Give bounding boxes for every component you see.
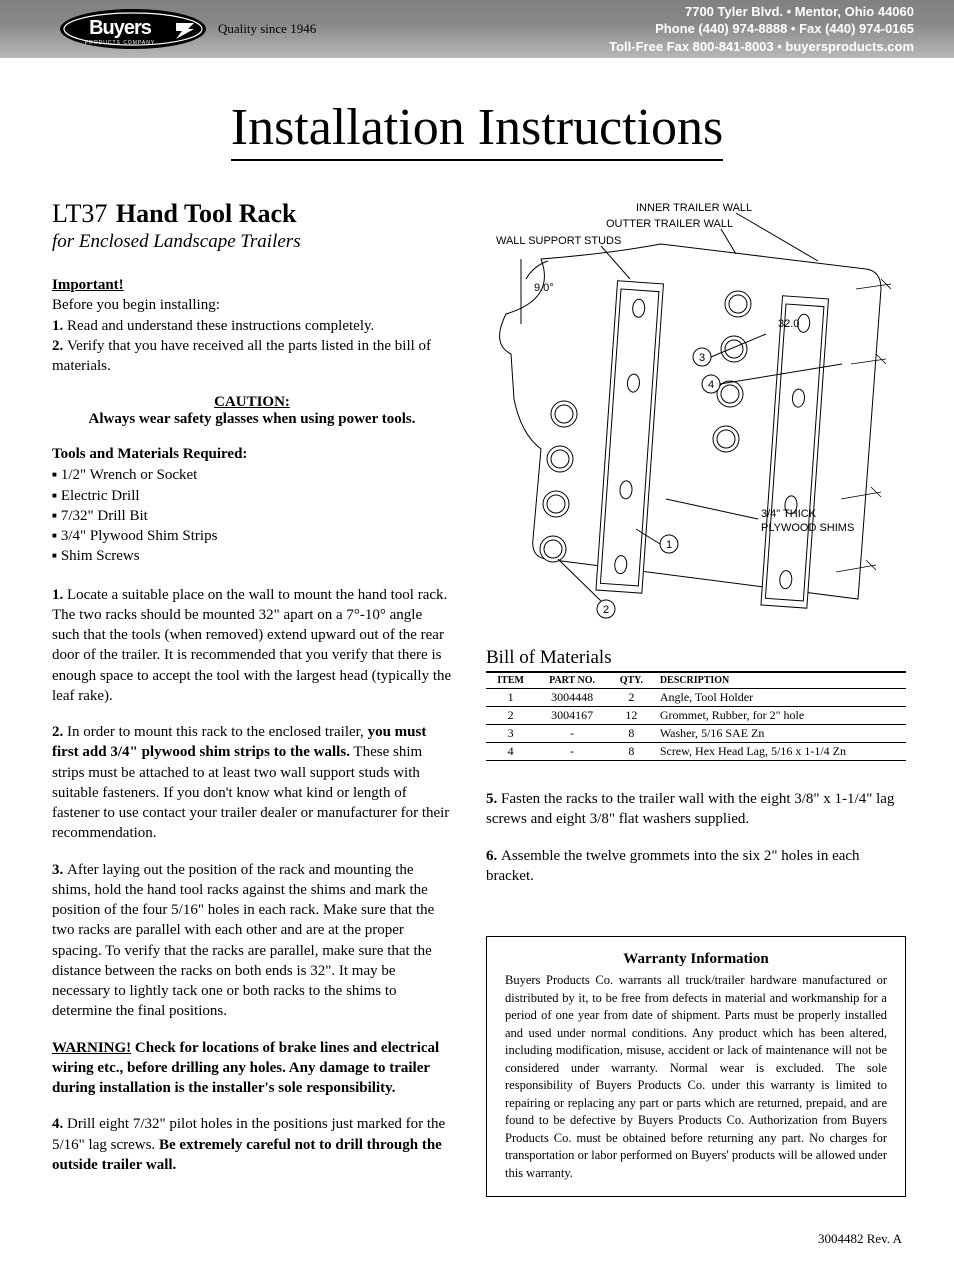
important-intro: Before you begin installing: xyxy=(52,297,220,313)
logo-wrap: Buyers PRODUCTS COMPANY Quality since 19… xyxy=(58,7,316,51)
contact-block: 7700 Tyler Blvd. • Mentor, Ohio 44060 Ph… xyxy=(609,3,914,56)
footer-rev: 3004482 Rev. A xyxy=(0,1217,954,1267)
svg-text:Buyers: Buyers xyxy=(89,17,152,39)
svg-text:OUTTER TRAILER WALL: OUTTER TRAILER WALL xyxy=(606,218,733,230)
caution-text: Always wear safety glasses when using po… xyxy=(52,411,452,428)
tool-item: 7/32" Drill Bit xyxy=(52,506,452,526)
important-step-1: Read and understand these instructions c… xyxy=(67,318,374,334)
warning-paragraph: WARNING! Check for locations of brake li… xyxy=(52,1038,452,1099)
contact-line-2: Phone (440) 974-8888 • Fax (440) 974-016… xyxy=(609,20,914,38)
svg-text:WALL SUPPORT STUDS: WALL SUPPORT STUDS xyxy=(496,235,621,247)
bom-table: ITEM PART NO. QTY. DESCRIPTION 130044482… xyxy=(486,671,906,761)
bom-col-item: ITEM xyxy=(486,672,535,689)
bom-row: 130044482Angle, Tool Holder xyxy=(486,689,906,707)
bom-row: 2300416712Grommet, Rubber, for 2" hole xyxy=(486,707,906,725)
step-6: 6. Assemble the twelve grommets into the… xyxy=(486,846,906,887)
right-column: 3 4 1 2 INNER TRAILER WALL OUTTER TRAILE… xyxy=(486,199,906,1197)
bom-row: 4-8Screw, Hex Head Lag, 5/16 x 1-1/4 Zn xyxy=(486,743,906,761)
product-name: Hand Tool Rack xyxy=(116,199,297,228)
svg-text:INNER TRAILER WALL: INNER TRAILER WALL xyxy=(636,202,752,214)
svg-text:PRODUCTS COMPANY: PRODUCTS COMPANY xyxy=(85,40,155,46)
step-1: 1. Locate a suitable place on the wall t… xyxy=(52,585,452,707)
step-2: 2. In order to mount this rack to the en… xyxy=(52,722,452,844)
bom-col-partno: PART NO. xyxy=(535,672,609,689)
step-4: 4. Drill eight 7/32" pilot holes in the … xyxy=(52,1114,452,1175)
tool-item: Electric Drill xyxy=(52,486,452,506)
svg-text:3/4" THICK: 3/4" THICK xyxy=(761,508,817,520)
tool-item: 1/2" Wrench or Socket xyxy=(52,465,452,485)
bom-col-qty: QTY. xyxy=(609,672,654,689)
svg-text:2: 2 xyxy=(603,604,609,616)
warranty-text: Buyers Products Co. warrants all truck/t… xyxy=(505,972,887,1182)
caution-heading: CAUTION: xyxy=(52,394,452,411)
bom-row: 3-8Washer, 5/16 SAE Zn xyxy=(486,725,906,743)
contact-line-1: 7700 Tyler Blvd. • Mentor, Ohio 44060 xyxy=(609,3,914,21)
left-column: LT37 Hand Tool Rack for Enclosed Landsca… xyxy=(52,199,452,1197)
contact-line-3: Toll-Free Fax 800-841-8003 • buyersprodu… xyxy=(609,38,914,56)
svg-text:9.0°: 9.0° xyxy=(534,282,554,294)
svg-text:1: 1 xyxy=(666,539,672,551)
document-page: Buyers PRODUCTS COMPANY Quality since 19… xyxy=(0,0,954,1267)
product-subtitle: for Enclosed Landscape Trailers xyxy=(52,231,452,253)
bom-heading: Bill of Materials xyxy=(486,647,906,669)
svg-text:3: 3 xyxy=(699,352,705,364)
diagram-svg: 3 4 1 2 INNER TRAILER WALL OUTTER TRAILE… xyxy=(486,199,906,629)
important-heading: Important! xyxy=(52,277,124,293)
important-block: Important! Before you begin installing: … xyxy=(52,275,452,376)
product-code: LT37 xyxy=(52,199,107,228)
title-wrap: Installation Instructions xyxy=(0,58,954,169)
tools-list: 1/2" Wrench or Socket Electric Drill 7/3… xyxy=(52,465,452,566)
bom-header-row: ITEM PART NO. QTY. DESCRIPTION xyxy=(486,672,906,689)
tool-item: Shim Screws xyxy=(52,546,452,566)
step-3: 3. After laying out the position of the … xyxy=(52,860,452,1022)
caution-block: CAUTION: Always wear safety glasses when… xyxy=(52,394,452,428)
bom-col-desc: DESCRIPTION xyxy=(654,672,906,689)
header-bar: Buyers PRODUCTS COMPANY Quality since 19… xyxy=(0,0,954,58)
tagline: Quality since 1946 xyxy=(218,21,316,37)
warranty-box: Warranty Information Buyers Products Co.… xyxy=(486,936,906,1197)
tools-heading: Tools and Materials Required: xyxy=(52,446,452,463)
svg-text:4: 4 xyxy=(708,379,714,391)
page-title: Installation Instructions xyxy=(231,98,723,161)
svg-text:32.0: 32.0 xyxy=(778,318,799,330)
important-step-2: Verify that you have received all the pa… xyxy=(52,338,431,374)
buyers-logo: Buyers PRODUCTS COMPANY xyxy=(58,7,208,51)
step-5: 5. Fasten the racks to the trailer wall … xyxy=(486,789,906,830)
svg-text:PLYWOOD SHIMS: PLYWOOD SHIMS xyxy=(761,522,854,534)
tool-item: 3/4" Plywood Shim Strips xyxy=(52,526,452,546)
product-line: LT37 Hand Tool Rack xyxy=(52,199,452,229)
installation-diagram: 3 4 1 2 INNER TRAILER WALL OUTTER TRAILE… xyxy=(486,199,906,629)
warning-lead: WARNING! xyxy=(52,1040,131,1056)
warranty-heading: Warranty Information xyxy=(505,951,887,968)
body-columns: LT37 Hand Tool Rack for Enclosed Landsca… xyxy=(0,199,954,1217)
